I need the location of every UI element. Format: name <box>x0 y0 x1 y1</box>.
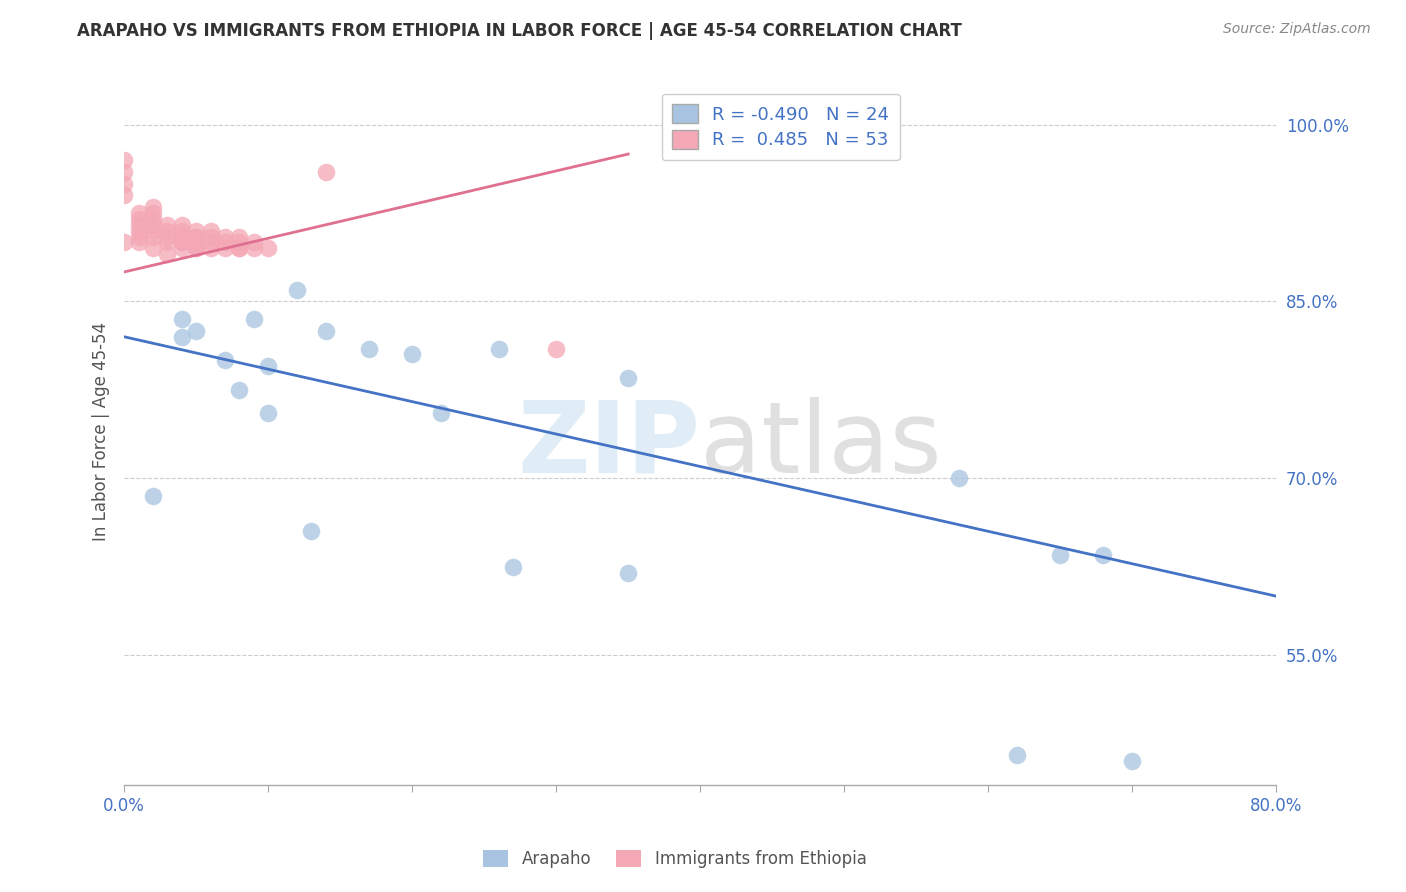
Point <box>200 235 222 250</box>
Point <box>112 153 135 167</box>
Point <box>186 229 208 244</box>
Point <box>142 241 165 255</box>
Point <box>170 241 193 255</box>
Point <box>156 247 179 261</box>
Point <box>112 165 135 179</box>
Point <box>228 241 250 255</box>
Point <box>243 312 266 326</box>
Point <box>430 406 453 420</box>
Text: ARAPAHO VS IMMIGRANTS FROM ETHIOPIA IN LABOR FORCE | AGE 45-54 CORRELATION CHART: ARAPAHO VS IMMIGRANTS FROM ETHIOPIA IN L… <box>77 22 962 40</box>
Point <box>214 241 236 255</box>
Point <box>948 471 970 485</box>
Point <box>186 241 208 255</box>
Point <box>617 566 640 580</box>
Point <box>142 211 165 226</box>
Point <box>128 211 150 226</box>
Point <box>170 218 193 232</box>
Text: ZIP: ZIP <box>517 397 700 494</box>
Y-axis label: In Labor Force | Age 45-54: In Labor Force | Age 45-54 <box>93 322 110 541</box>
Point <box>228 383 250 397</box>
Point <box>128 235 150 250</box>
Point <box>257 241 280 255</box>
Point <box>243 241 266 255</box>
Point <box>142 206 165 220</box>
Point <box>228 241 250 255</box>
Point <box>1092 548 1115 562</box>
Point <box>1121 754 1143 768</box>
Point <box>186 229 208 244</box>
Point <box>170 312 193 326</box>
Point <box>214 353 236 368</box>
Point <box>142 200 165 214</box>
Point <box>617 371 640 385</box>
Point <box>156 229 179 244</box>
Point <box>112 177 135 191</box>
Point <box>200 224 222 238</box>
Point <box>156 224 179 238</box>
Legend: Arapaho, Immigrants from Ethiopia: Arapaho, Immigrants from Ethiopia <box>477 843 873 875</box>
Point <box>200 229 222 244</box>
Point <box>142 218 165 232</box>
Point <box>228 229 250 244</box>
Point <box>401 347 423 361</box>
Text: atlas: atlas <box>700 397 942 494</box>
Point <box>142 229 165 244</box>
Point <box>1005 748 1028 763</box>
Point <box>170 330 193 344</box>
Point <box>170 224 193 238</box>
Point <box>128 229 150 244</box>
Point <box>186 241 208 255</box>
Point <box>170 229 193 244</box>
Point <box>186 224 208 238</box>
Point <box>112 188 135 202</box>
Point <box>257 406 280 420</box>
Point <box>214 235 236 250</box>
Point <box>257 359 280 374</box>
Point <box>186 235 208 250</box>
Point <box>299 524 322 539</box>
Point <box>1049 548 1071 562</box>
Point <box>285 283 308 297</box>
Point <box>128 218 150 232</box>
Point <box>488 342 510 356</box>
Point <box>315 324 337 338</box>
Point <box>170 229 193 244</box>
Point <box>502 559 524 574</box>
Point <box>170 235 193 250</box>
Point <box>214 229 236 244</box>
Point <box>170 235 193 250</box>
Point <box>156 218 179 232</box>
Point <box>546 342 568 356</box>
Point <box>112 235 135 250</box>
Point <box>315 165 337 179</box>
Point <box>186 235 208 250</box>
Legend: R = -0.490   N = 24, R =  0.485   N = 53: R = -0.490 N = 24, R = 0.485 N = 53 <box>662 94 900 161</box>
Point <box>228 235 250 250</box>
Point <box>156 235 179 250</box>
Point <box>186 324 208 338</box>
Text: Source: ZipAtlas.com: Source: ZipAtlas.com <box>1223 22 1371 37</box>
Point <box>243 235 266 250</box>
Point <box>357 342 380 356</box>
Point <box>128 206 150 220</box>
Point <box>142 224 165 238</box>
Point <box>200 241 222 255</box>
Point <box>128 224 150 238</box>
Point <box>142 489 165 503</box>
